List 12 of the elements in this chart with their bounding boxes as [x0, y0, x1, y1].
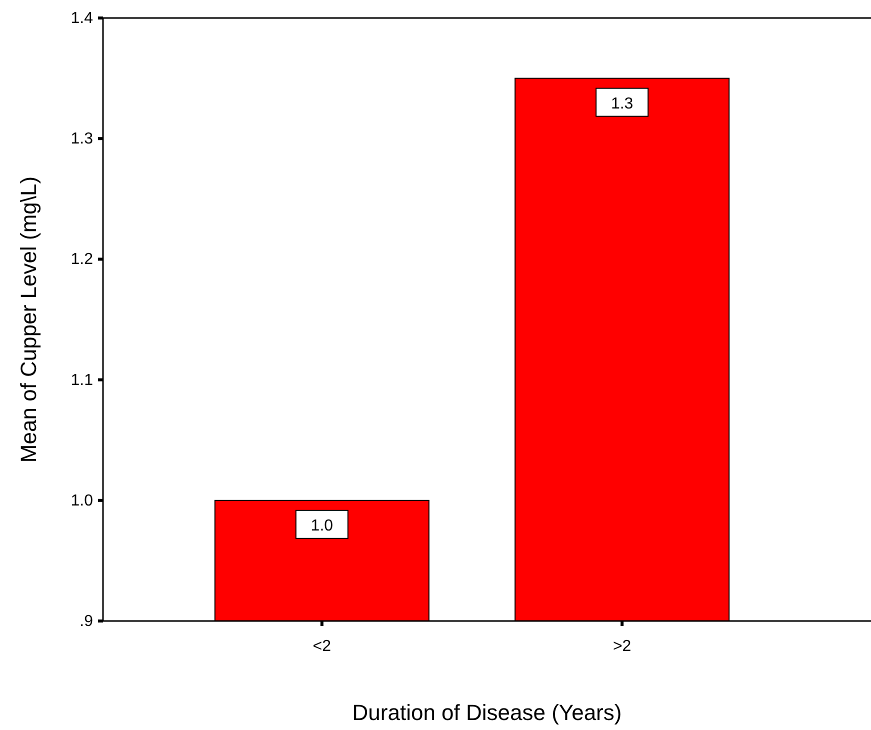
y-tick-label: .9	[80, 613, 94, 630]
y-tick-label: 1.2	[70, 251, 94, 268]
y-axis-title: Mean of Cupper Level (mg\L)	[16, 176, 41, 463]
y-tick-label: 1.4	[70, 10, 94, 27]
y-tick-label: 1.1	[70, 372, 94, 389]
x-tick-label: >2	[612, 638, 632, 655]
data-label: 1.0	[310, 517, 334, 534]
x-tick-label: <2	[312, 638, 332, 655]
y-tick-label: 1.3	[70, 130, 94, 148]
y-tick-label: 1.0	[70, 492, 94, 510]
data-label: 1.3	[610, 95, 634, 112]
x-axis-title: Duration of Disease (Years)	[352, 700, 622, 725]
